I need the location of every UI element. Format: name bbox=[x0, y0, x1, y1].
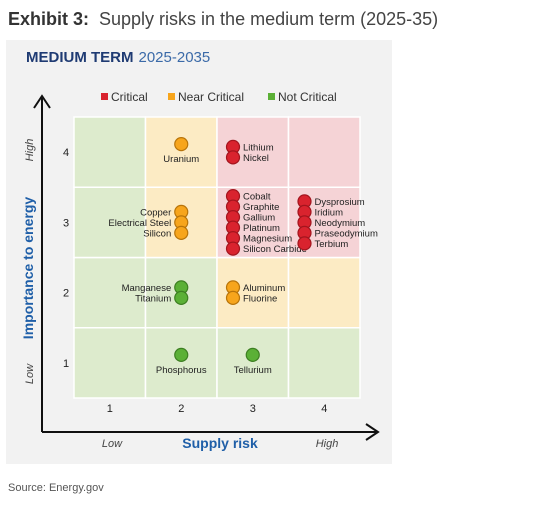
dot-tellurium bbox=[245, 347, 260, 362]
group-tellurium: Tellurium bbox=[234, 347, 272, 376]
label-silicon: Silicon bbox=[143, 228, 171, 239]
exhibit-title: Supply risks in the medium term (2025-35… bbox=[99, 9, 439, 29]
zone-cell-near bbox=[287, 256, 361, 329]
dot-fluorine bbox=[225, 290, 241, 305]
source-note: Source: Energy.gov bbox=[8, 482, 104, 494]
x-axis-title: Supply risk bbox=[182, 435, 258, 451]
dot-phosphorus bbox=[174, 347, 189, 362]
label-electrical-steel: Electrical Steel bbox=[108, 218, 171, 229]
x-tick-label: 1 bbox=[107, 403, 113, 415]
x-axis-high-label: High bbox=[316, 438, 339, 450]
group-cobalt-graphite-gallium-platinum-magnesium-silicon-carbide: CobaltGraphiteGalliumPlatinumMagnesiumSi… bbox=[225, 189, 307, 256]
label-lithium: Lithium bbox=[243, 142, 274, 153]
x-tick-label: 2 bbox=[178, 403, 184, 415]
label-platinum: Platinum bbox=[243, 223, 280, 234]
dot-terbium bbox=[297, 236, 312, 251]
zone-cell-not bbox=[287, 327, 361, 399]
x-axis-low-label: Low bbox=[102, 438, 123, 450]
y-axis-arrow bbox=[33, 94, 51, 109]
dot-titanium bbox=[174, 290, 189, 305]
label-manganese: Manganese bbox=[122, 283, 172, 294]
group-phosphorus: Phosphorus bbox=[156, 347, 207, 376]
label-praseodymium: Praseodymium bbox=[315, 228, 378, 239]
label-phosphorus: Phosphorus bbox=[156, 365, 207, 376]
zone-cell-not bbox=[73, 327, 147, 399]
risk-zones bbox=[73, 116, 361, 399]
y-axis-low-label: Low bbox=[24, 363, 36, 384]
label-fluorine: Fluorine bbox=[243, 293, 277, 304]
supply-risk-chart: MEDIUM TERM 2025-2035 Critical Near Critic… bbox=[20, 49, 380, 451]
legend-swatch-near-critical bbox=[168, 93, 175, 100]
x-tick-label: 3 bbox=[250, 403, 256, 415]
label-iridium: Iridium bbox=[315, 207, 344, 218]
y-axis-title: Importance to energy bbox=[20, 197, 36, 340]
y-tick-label: 2 bbox=[63, 288, 69, 300]
zone-cell-critical bbox=[287, 116, 361, 188]
label-gallium: Gallium bbox=[243, 213, 275, 224]
label-titanium: Titanium bbox=[135, 293, 171, 304]
dot-silicon bbox=[174, 225, 189, 240]
y-tick-label: 4 bbox=[63, 147, 69, 159]
zone-cell-not bbox=[73, 256, 147, 329]
x-axis-arrow bbox=[365, 423, 380, 441]
label-tellurium: Tellurium bbox=[234, 365, 272, 376]
zone-cell-not bbox=[73, 116, 147, 188]
y-tick-label: 3 bbox=[63, 217, 69, 229]
label-cobalt: Cobalt bbox=[243, 192, 271, 203]
chart-title: MEDIUM TERM 2025-2035 bbox=[26, 49, 210, 66]
legend-swatch-not-critical bbox=[268, 93, 275, 100]
x-tick-label: 4 bbox=[321, 403, 327, 415]
label-graphite: Graphite bbox=[243, 202, 279, 213]
label-aluminum: Aluminum bbox=[243, 283, 285, 294]
legend: Critical Near Critical Not Critical bbox=[101, 90, 337, 104]
y-tick-label: 1 bbox=[63, 358, 69, 370]
label-copper: Copper bbox=[140, 207, 171, 218]
zone-cell-not bbox=[216, 327, 290, 399]
dot-silicon-carbide bbox=[225, 241, 241, 256]
exhibit-label: Exhibit 3: bbox=[8, 9, 90, 29]
label-terbium: Terbium bbox=[315, 239, 349, 250]
legend-swatch-critical bbox=[101, 93, 108, 100]
dot-nickel bbox=[225, 150, 241, 165]
legend-label-not-critical: Not Critical bbox=[278, 90, 337, 104]
label-dysprosium: Dysprosium bbox=[315, 197, 365, 208]
legend-label-critical: Critical bbox=[111, 90, 148, 104]
axes: 1 2 3 4 1 2 3 4 Supply risk Low High Importance to … bbox=[20, 94, 380, 451]
group-dysprosium-iridium-neodymium-praseodymium-terbium: DysprosiumIridiumNeodymiumPraseodymiumTe… bbox=[297, 194, 378, 251]
label-silicon-carbide: Silicon Carbide bbox=[243, 244, 307, 255]
group-uranium: Uranium bbox=[163, 137, 199, 165]
y-axis-high-label: High bbox=[24, 139, 36, 162]
label-neodymium: Neodymium bbox=[315, 218, 366, 229]
zone-cell-near bbox=[144, 116, 218, 188]
label-uranium: Uranium bbox=[163, 154, 199, 165]
label-nickel: Nickel bbox=[243, 153, 269, 164]
exhibit-header: Exhibit 3: Supply risks in the medium ter… bbox=[8, 9, 438, 30]
label-magnesium: Magnesium bbox=[243, 234, 292, 245]
legend-label-near-critical: Near Critical bbox=[178, 90, 244, 104]
chart-panel: MEDIUM TERM 2025-2035 Critical Near Critic… bbox=[6, 40, 392, 464]
dot-uranium bbox=[174, 137, 189, 152]
zone-cell-not bbox=[144, 327, 218, 399]
